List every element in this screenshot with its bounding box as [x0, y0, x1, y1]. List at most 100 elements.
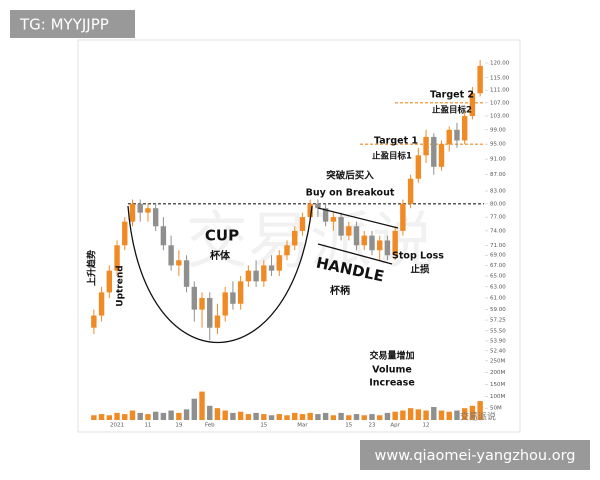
candle-body [237, 281, 244, 304]
candle-body [461, 116, 468, 141]
y-tick-label: 115.00 [490, 75, 510, 81]
stop-label: Stop Loss [392, 251, 444, 262]
volume-bar [322, 412, 329, 420]
x-tick-label: 15 [260, 423, 267, 429]
candle-body [106, 270, 113, 293]
watermark-small: 交易派说 [460, 411, 496, 423]
volume-bar [160, 412, 167, 420]
y2-tick-label: 50M [490, 406, 502, 412]
candle-body [315, 203, 321, 209]
y2-tick-label: 200M [490, 370, 505, 376]
candle-body [377, 240, 383, 251]
candle-body [307, 203, 313, 218]
candle-body [423, 136, 429, 156]
candle-body [384, 240, 391, 256]
volume-bar [276, 414, 282, 420]
candle-body [191, 286, 197, 310]
volume-bar [91, 415, 97, 420]
y-tick-label: 87.00 [490, 172, 506, 178]
volume-bar [214, 408, 221, 420]
site-label: www.qiaomei-yangzhou.org [374, 448, 575, 464]
y-tick-label: 55.50 [490, 328, 506, 334]
candle-body [431, 136, 437, 167]
candle-body [168, 245, 174, 266]
volume-bar [407, 408, 414, 420]
y-tick-label: 95.00 [490, 142, 506, 148]
x-tick-label: Feb [205, 423, 215, 429]
volume-bar [384, 412, 391, 420]
y-tick-label: 71.00 [490, 243, 506, 249]
y-tick-label: 80.00 [490, 201, 506, 207]
volume-bar [392, 411, 398, 420]
candle-body [207, 298, 213, 328]
y-tick-label: 103.00 [490, 114, 510, 120]
volume-bar [152, 411, 159, 420]
volume-bar [253, 412, 259, 420]
volume-bar [145, 414, 151, 420]
candle-body [322, 208, 329, 222]
x-tick-label: Mar [297, 423, 308, 429]
y-tick-label: 63.00 [490, 284, 506, 290]
volume-bar [230, 412, 236, 420]
volume-bar [168, 410, 174, 420]
y2-tick-label: 150M [490, 382, 505, 388]
handle-cn: 杯柄 [330, 284, 350, 297]
candle-body [222, 292, 228, 316]
volume-bar [315, 414, 321, 420]
volume-bar [292, 412, 298, 420]
volume-bar [176, 412, 182, 420]
volume-bar [191, 398, 197, 420]
tg-label: TG: MYYJJPP [19, 16, 109, 34]
candle-body [415, 155, 422, 179]
y-tick-label: 74.00 [490, 228, 506, 234]
candle-body [176, 260, 182, 266]
volume-bar [122, 414, 128, 420]
cup-label: CUP [205, 227, 239, 245]
candle-body [338, 217, 344, 236]
tg-badge [10, 10, 135, 38]
candle-body [346, 226, 352, 236]
candle-body [284, 245, 290, 256]
candle-body [292, 230, 298, 246]
y-tick-label: 69.00 [490, 253, 506, 259]
y-tick-label: 67.00 [490, 263, 506, 269]
y2-tick-label: 100M [490, 394, 505, 400]
candle-body [245, 270, 252, 282]
y-tick-label: 83.00 [490, 189, 506, 195]
candle-body [122, 221, 128, 246]
y-tick-label: 120.00 [490, 61, 510, 67]
y-tick-label: 99.00 [490, 127, 506, 133]
volume-bar [361, 415, 367, 420]
candle-body [454, 129, 460, 141]
volume-bar [469, 405, 476, 420]
uptrend-cn: 上升趋势 [86, 250, 98, 286]
candle-body [446, 129, 452, 145]
volume-bar [338, 412, 344, 420]
candle-body [160, 226, 167, 246]
stop-cn: 止损 [410, 264, 430, 276]
candle-body [477, 65, 483, 94]
candle-body [230, 292, 236, 304]
y-tick-label: 107.00 [490, 100, 510, 106]
y-tick-label: 57.25 [490, 318, 506, 324]
buy-cn: 突破后买入 [326, 170, 374, 182]
y-tick-label: 52.40 [490, 348, 506, 354]
candle-body [276, 255, 282, 271]
y-tick-label: 77.00 [490, 215, 506, 221]
candle-body [369, 235, 375, 251]
cup-curve [127, 205, 313, 343]
volume-bar [377, 415, 383, 420]
volume-cn: 交易量增加 [369, 350, 414, 362]
candle-body [353, 226, 360, 246]
volume-bar [400, 410, 406, 420]
target1-cn: 止盈目标1 [372, 151, 412, 162]
candle-body [199, 298, 205, 310]
volume-bar [299, 414, 306, 420]
y-tick-label: 59.00 [490, 307, 506, 313]
candle-body [407, 178, 414, 204]
volume-bar [245, 414, 252, 420]
volume-bar [106, 415, 113, 420]
volume-bar [369, 414, 375, 420]
candle-body [299, 217, 306, 231]
volume-bar [237, 411, 244, 420]
